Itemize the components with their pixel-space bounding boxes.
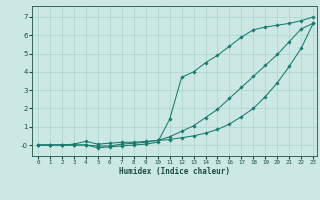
X-axis label: Humidex (Indice chaleur): Humidex (Indice chaleur) xyxy=(119,167,230,176)
